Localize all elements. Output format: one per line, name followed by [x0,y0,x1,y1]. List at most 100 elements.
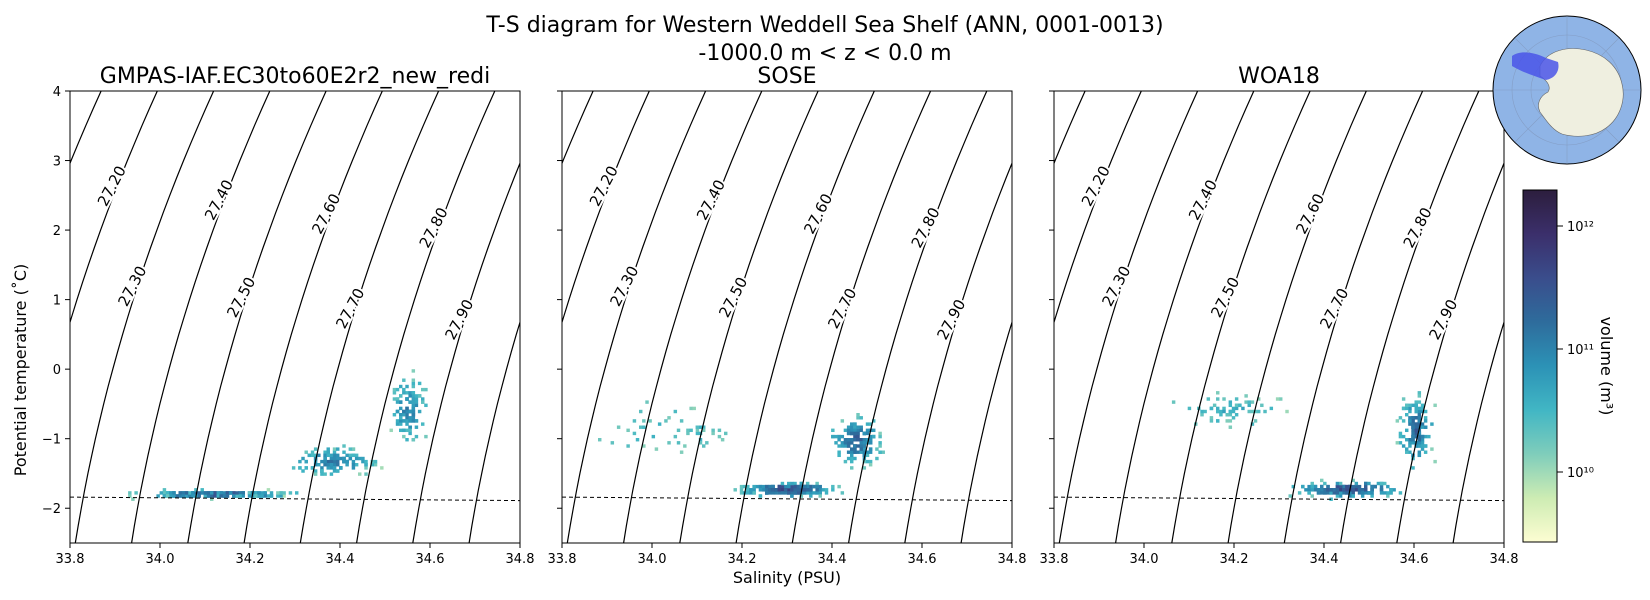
volume-cell [651,434,656,439]
volume-cell [1420,422,1425,426]
volume-cell [752,491,756,495]
volume-cell [1370,491,1374,495]
volume-cell [840,444,845,448]
volume-cell [1417,391,1422,395]
volume-cell [865,428,870,433]
volume-cell [216,491,220,495]
contour-line [1171,91,1311,543]
contour-label: 27.40 [201,177,237,223]
volume-cell [1408,406,1412,411]
volume-cell [358,472,362,476]
volume-cell [1241,406,1245,411]
volume-cell [705,441,709,445]
panel-title: GMPAS-IAF.EC30to60E2r2_new_redi [100,64,490,89]
volume-cell [1345,484,1349,489]
x-tick-label: 34.8 [506,552,535,567]
volume-cell [642,444,646,448]
volume-cell [1338,491,1343,495]
volume-cell [1345,491,1349,495]
volume-cell [332,447,337,451]
volume-cell [780,488,785,492]
volume-cell [238,491,242,495]
volume-cell [739,484,744,489]
volume-cell [859,444,863,448]
volume-cell [301,456,305,461]
volume-cell [225,491,230,495]
volume-cell [824,491,829,495]
volume-cell [402,378,406,382]
contour-line [679,91,819,543]
contour-line [131,91,271,543]
volume-cell [1338,481,1343,486]
volume-cell [238,494,242,498]
volume-cell [837,438,841,442]
x-tick-label: 34.6 [1400,552,1429,567]
volume-cell [1423,425,1428,429]
volume-cell [279,494,283,498]
volume-cell [711,431,715,436]
volume-cell [1351,484,1355,489]
volume-cell [326,453,330,458]
antarctica-landmass [1538,48,1624,137]
volume-cell [746,484,750,489]
contour-label: 27.20 [1078,163,1114,209]
contour-label: 27.70 [824,285,860,331]
volume-cell [1427,434,1431,439]
volume-cell [1420,409,1425,414]
volume-cell [878,441,882,445]
volume-cell [210,491,214,495]
volume-cell [241,491,245,495]
volume-cell [323,463,327,467]
volume-cell [380,466,384,470]
volume-cell [1357,491,1362,495]
volume-cell [323,456,327,461]
volume-cell [1301,484,1305,489]
volume-cell [200,491,204,495]
volume-cell [1389,488,1393,492]
volume-cell [642,425,646,429]
volume-cell [768,488,772,492]
volume-cell [187,494,192,498]
volume-cell [657,422,662,426]
volume-cell [373,459,378,464]
volume-cell [405,397,409,401]
volume-cell [402,387,406,392]
volume-cell [875,447,879,451]
volume-cell [783,491,788,495]
volume-cell [295,491,299,495]
volume-cell [402,413,406,417]
volume-cell [1401,406,1406,411]
x-tick-label: 34.2 [728,552,757,567]
colorbar-tick-label: 10¹² [1567,220,1594,235]
volume-cell [417,409,422,414]
volume-cell [405,438,409,442]
volume-cell [1401,397,1406,401]
volume-cell [635,438,640,442]
volume-cell [846,456,851,461]
volume-cell [332,456,337,461]
volume-cell [683,444,687,448]
volume-cell [1279,397,1283,401]
colorbar-tick-label: 10¹⁰ [1567,466,1594,481]
volume-cell [771,488,775,492]
volume-cell [1414,409,1418,414]
x-tick-label: 34.0 [638,552,667,567]
y-tick-label: 0 [53,363,61,378]
volume-cell [771,484,775,489]
volume-cell [872,419,876,423]
volume-cell [405,428,409,433]
volume-cell [818,491,822,495]
volume-cell [1405,450,1409,454]
volume-cell [846,441,851,445]
volume-cell [266,494,271,498]
volume-cell [1405,403,1409,408]
volume-cell [323,453,327,458]
volume-cell [831,484,835,489]
volume-cell [654,447,659,451]
volume-cell [1430,422,1434,426]
freezing-line [69,496,521,502]
volume-cell [1433,403,1437,408]
volume-cell [411,406,416,411]
volume-cell [282,494,286,498]
volume-cell [626,444,630,448]
